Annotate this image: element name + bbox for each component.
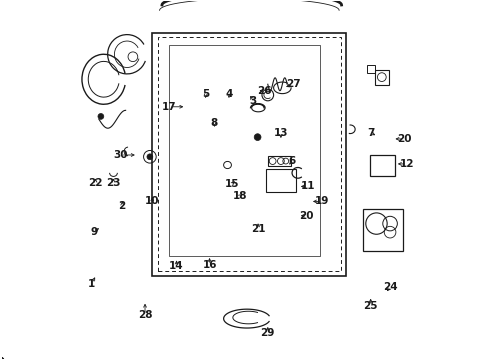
Bar (374, 70, 388, 85)
Bar (369, 155, 394, 176)
Text: 21: 21 (250, 224, 265, 234)
Text: 5: 5 (202, 89, 209, 99)
Text: 2: 2 (119, 201, 125, 211)
Text: 15: 15 (224, 179, 239, 189)
Circle shape (254, 134, 261, 140)
Text: 14: 14 (169, 261, 183, 271)
Bar (366, 65, 374, 73)
Text: 27: 27 (285, 79, 300, 89)
Text: 24: 24 (382, 282, 397, 292)
Text: 20: 20 (299, 211, 313, 221)
Text: 18: 18 (232, 191, 246, 201)
Bar (158, 37, 340, 271)
Bar (266, 168, 296, 192)
Text: 22: 22 (88, 178, 102, 188)
Bar (267, 156, 290, 166)
Bar (169, 45, 319, 256)
Text: 23: 23 (106, 178, 121, 188)
Text: 12: 12 (399, 159, 413, 169)
Text: 25: 25 (363, 301, 377, 311)
Text: 16: 16 (202, 260, 216, 270)
Text: 11: 11 (300, 181, 314, 192)
Text: 17: 17 (162, 102, 176, 112)
Text: 13: 13 (273, 128, 287, 138)
Text: 26: 26 (256, 86, 271, 96)
Text: 9: 9 (90, 227, 98, 237)
Text: 28: 28 (138, 310, 152, 320)
Text: 6: 6 (288, 157, 295, 166)
Text: 8: 8 (210, 118, 218, 128)
Text: 29: 29 (260, 328, 274, 338)
Bar (363, 208, 402, 251)
Text: 19: 19 (314, 197, 328, 206)
Text: 30: 30 (113, 150, 128, 160)
Text: 3: 3 (249, 96, 256, 106)
Circle shape (147, 154, 152, 160)
Circle shape (98, 113, 103, 119)
Bar (152, 33, 346, 276)
Text: 7: 7 (366, 128, 374, 138)
Text: 20: 20 (397, 134, 411, 144)
Text: 4: 4 (225, 89, 232, 99)
Text: 1: 1 (88, 279, 95, 289)
Text: 10: 10 (145, 197, 159, 206)
